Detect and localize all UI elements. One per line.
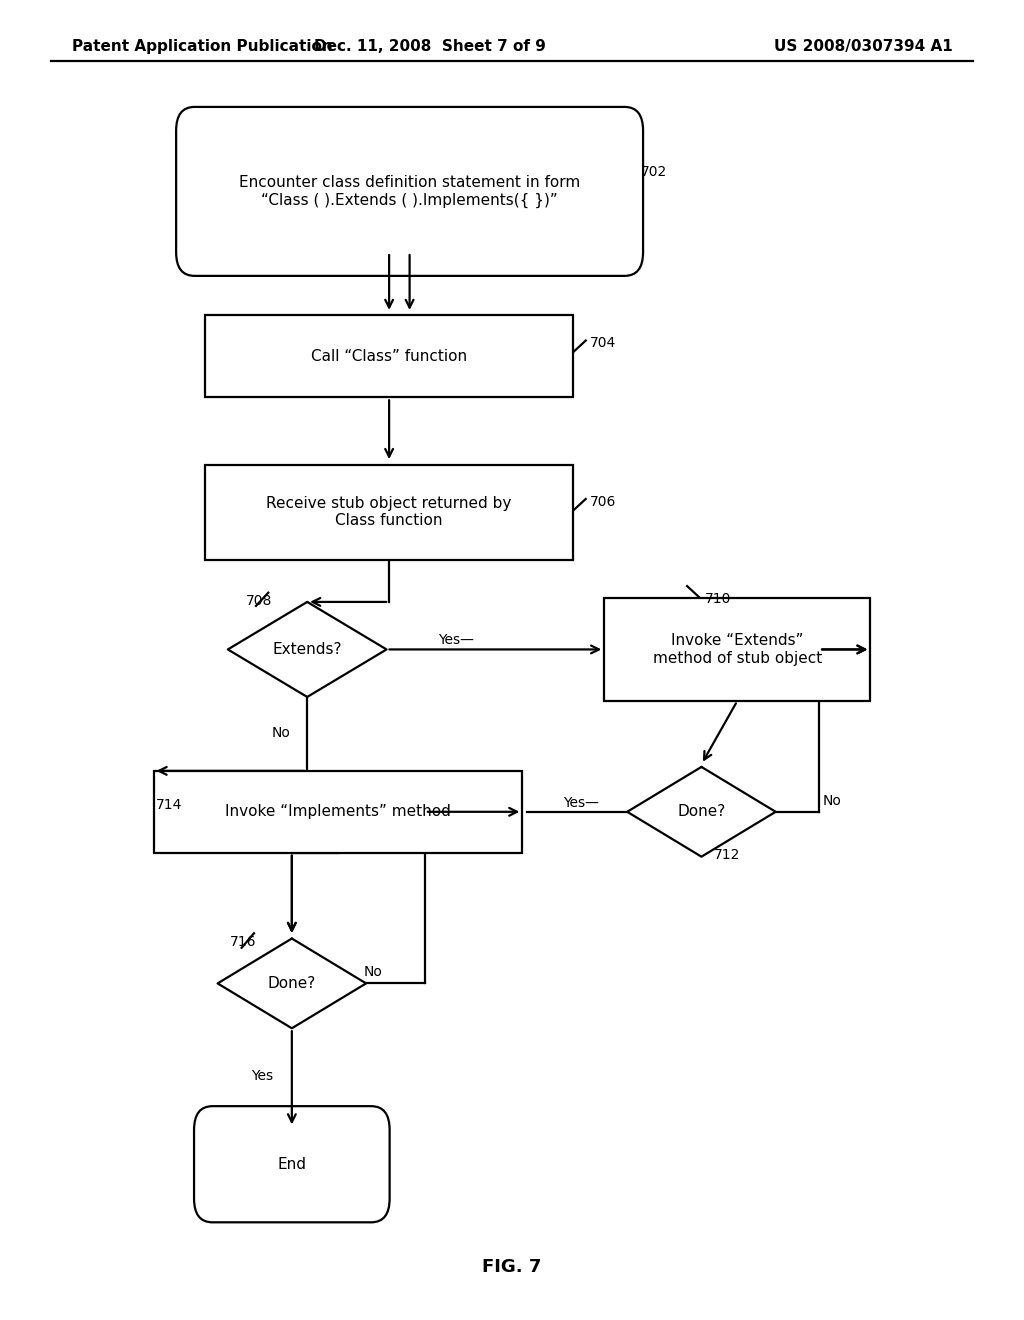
Bar — [154, 771, 522, 853]
FancyBboxPatch shape — [194, 1106, 389, 1222]
Text: Yes—: Yes— — [438, 634, 474, 647]
Text: 706: 706 — [590, 495, 616, 508]
Text: Done?: Done? — [267, 975, 316, 991]
Text: Encounter class definition statement in form
“Class ( ).Extends ( ).Implements({: Encounter class definition statement in … — [239, 176, 581, 207]
Text: Patent Application Publication: Patent Application Publication — [72, 38, 333, 54]
Text: US 2008/0307394 A1: US 2008/0307394 A1 — [773, 38, 952, 54]
Text: Done?: Done? — [677, 804, 726, 820]
Text: Invoke “Implements” method: Invoke “Implements” method — [225, 804, 451, 820]
Text: 714: 714 — [156, 799, 182, 812]
Text: Receive stub object returned by
Class function: Receive stub object returned by Class fu… — [266, 496, 512, 528]
Text: Invoke “Extends”
method of stub object: Invoke “Extends” method of stub object — [652, 634, 822, 665]
Text: 712: 712 — [714, 849, 740, 862]
Text: Yes: Yes — [251, 1069, 273, 1082]
Text: 716: 716 — [229, 936, 256, 949]
Text: 710: 710 — [705, 593, 731, 606]
Bar — [205, 465, 573, 560]
Text: No: No — [822, 795, 841, 808]
Text: 702: 702 — [641, 165, 668, 178]
Text: FIG. 7: FIG. 7 — [482, 1258, 542, 1276]
Text: End: End — [278, 1156, 306, 1172]
Text: Yes—: Yes— — [563, 796, 599, 809]
Text: 704: 704 — [590, 337, 616, 350]
Text: 708: 708 — [246, 594, 272, 607]
Text: Extends?: Extends? — [272, 642, 342, 657]
Bar — [205, 315, 573, 397]
Bar — [604, 598, 870, 701]
Text: No: No — [271, 726, 290, 739]
Text: Call “Class” function: Call “Class” function — [311, 348, 467, 364]
Text: Dec. 11, 2008  Sheet 7 of 9: Dec. 11, 2008 Sheet 7 of 9 — [314, 38, 546, 54]
Text: No: No — [364, 965, 382, 978]
FancyBboxPatch shape — [176, 107, 643, 276]
